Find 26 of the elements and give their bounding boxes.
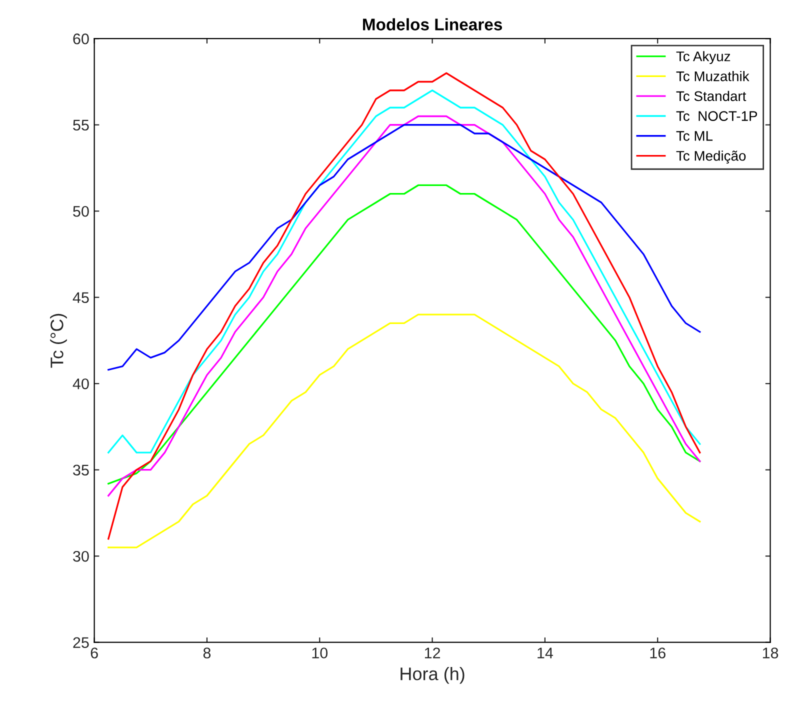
x-tick-label: 10 [312, 648, 328, 658]
x-tick-label: 8 [203, 648, 211, 658]
y-tick-label: 30 [73, 550, 89, 562]
line-series [108, 314, 701, 548]
y-tick-label: 40 [72, 378, 89, 390]
x-tick-label: 14 [538, 648, 554, 658]
y-axis-title: Tc (°C) [50, 314, 67, 368]
legend-label: Tc Akyuz [676, 51, 730, 64]
legend-label: Tc NOCT-1P [676, 111, 758, 121]
x-tick-label: 16 [650, 648, 666, 658]
y-tick-label: 50 [73, 206, 89, 217]
chart-title: Modelos Lineares [363, 18, 502, 30]
x-tick-label: 6 [90, 648, 98, 658]
legend-label: Tc Medição [676, 150, 746, 164]
x-tick-label: 12 [424, 648, 440, 658]
x-axis-title: Hora (h) [400, 666, 464, 684]
x-tick-label: 18 [762, 648, 778, 658]
legend-label: Tc Muzathik [676, 71, 750, 82]
y-tick-label: 25 [73, 637, 89, 648]
legend-label: Tc ML [676, 131, 713, 141]
y-tick-label: 45 [72, 292, 89, 304]
y-tick-label: 35 [73, 464, 89, 476]
legend-label: Tc Standart [676, 90, 746, 102]
line-series [108, 184, 701, 484]
y-tick-label: 60 [73, 33, 89, 44]
y-tick-label: 55 [73, 120, 89, 131]
